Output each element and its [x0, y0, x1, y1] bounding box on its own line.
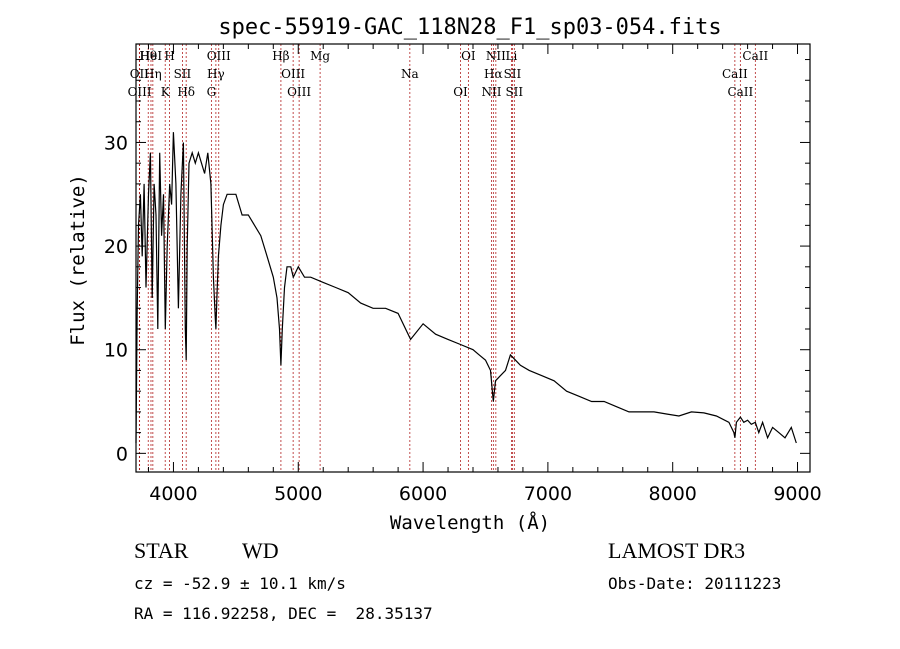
survey-name: LAMOST DR3	[608, 538, 746, 563]
y-tick-label: 10	[104, 340, 128, 362]
spectral-line-label: Li	[506, 49, 518, 63]
x-tick-label: 8000	[649, 483, 697, 505]
spectral-line-label: Hη	[144, 67, 162, 81]
spectral-line-label: OI	[453, 85, 468, 99]
spectral-line-label: OIII	[287, 85, 311, 99]
spectral-line-label: Na	[401, 67, 419, 81]
object-subclass: WD	[242, 538, 279, 563]
spectral-line-label: OII	[130, 67, 150, 81]
x-tick-label: 4000	[149, 483, 197, 505]
y-tick-label: 20	[104, 236, 128, 258]
spectral-line-label: Hα	[484, 67, 503, 81]
x-axis-label: Wavelength (Å)	[390, 511, 550, 534]
spectral-line-label: G	[207, 85, 217, 99]
spectral-line-label: OI	[461, 49, 476, 63]
spectral-line-label: HeI	[140, 49, 163, 63]
spectral-line-label: CaII	[742, 49, 768, 63]
spectral-line-label: Mg	[310, 49, 330, 63]
chart-title: spec-55919-GAC_118N28_F1_sp03-054.fits	[218, 15, 721, 40]
y-axis-label: Flux (relative)	[67, 174, 89, 346]
spectral-line-label: CaII	[722, 67, 748, 81]
spectral-line-label: K	[161, 85, 171, 99]
x-tick-label: 6000	[399, 483, 447, 505]
x-tick-label: 7000	[524, 483, 572, 505]
spectral-line-label: Hβ	[272, 49, 289, 63]
observation-date: Obs-Date: 20111223	[608, 574, 782, 593]
spectral-line-label: CaII	[727, 85, 753, 99]
spectral-line-markers	[138, 44, 756, 472]
x-tick-label: 9000	[773, 483, 821, 505]
spectral-line-label: OIII	[207, 49, 231, 63]
spectral-line-label: NII	[486, 49, 506, 63]
spectral-line-label: OIII	[128, 85, 152, 99]
spectrum-line	[135, 132, 797, 444]
spectral-line-label: Hδ	[177, 85, 195, 99]
y-tick-label: 0	[116, 443, 128, 465]
spectral-line-label: OIII	[281, 67, 305, 81]
spectral-line-label: SII	[174, 67, 192, 81]
object-class: STAR	[134, 538, 189, 563]
spectrum-chart: spec-55919-GAC_118N28_F1_sp03-054.fits H…	[67, 15, 822, 534]
y-tick-label: 30	[104, 132, 128, 154]
plot-frame	[135, 43, 811, 473]
spectral-line-label: Hθ	[139, 49, 157, 63]
spectral-line-label: Hγ	[207, 67, 225, 81]
spectral-line-labels: HθOIIOIIIHeIHηKHSIIHδOIIIHγGHβOIIIOIIIMg…	[128, 49, 769, 99]
spectral-line-label: NII	[481, 85, 501, 99]
spectral-line-label: SII	[504, 67, 522, 81]
axis-ticks: 4000 5000 6000 7000 8000 9000 0 10 20 30	[104, 44, 822, 505]
x-tick-label: 5000	[274, 483, 322, 505]
spectral-line-label: H	[164, 49, 174, 63]
coordinates: RA = 116.92258, DEC = 28.35137	[134, 604, 433, 623]
spectral-line-label: SII	[505, 85, 523, 99]
redshift-value: cz = -52.9 ± 10.1 km/s	[134, 574, 346, 593]
